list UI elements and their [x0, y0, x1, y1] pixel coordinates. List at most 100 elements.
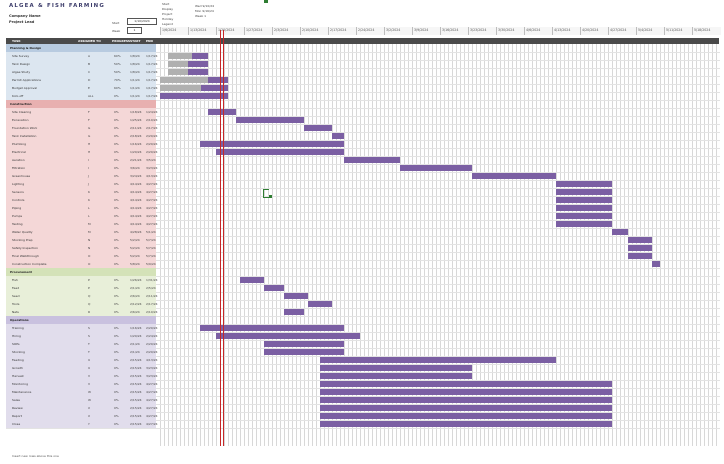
task-bar[interactable]	[160, 93, 228, 99]
task-row[interactable]: Electrical H 0% 1/20/24 2/20/24	[6, 148, 720, 157]
task-row[interactable]: Training S 0% 1/16/24 2/20/24	[6, 324, 720, 333]
task-row[interactable]: Controls K 0% 4/14/24 4/27/24	[6, 196, 720, 205]
task-row[interactable]: Feed P 0% 2/1/24 2/5/24	[6, 284, 720, 293]
task-end-date: 2/17/24	[146, 302, 158, 306]
task-row[interactable]: Water Quality M 0% 4/28/24 5/1/24	[6, 228, 720, 237]
task-bar[interactable]	[556, 221, 612, 227]
task-end-date: 2/10/24	[146, 118, 158, 122]
task-bar[interactable]	[320, 381, 612, 387]
task-bar[interactable]	[320, 357, 556, 363]
cell-cursor[interactable]	[263, 189, 272, 198]
task-row[interactable]: Site Clearing F 0% 1/18/24 1/24/24	[6, 108, 720, 117]
task-row[interactable]: Final Walkthrough O 0% 5/2/24 5/7/24	[6, 252, 720, 261]
task-bar[interactable]	[628, 245, 652, 251]
task-row[interactable]: Report X 0% 2/15/24 4/27/24	[6, 412, 720, 421]
timeline-date: 5/11/2024	[664, 27, 693, 35]
task-bar[interactable]	[320, 397, 612, 403]
task-assignee: W	[88, 390, 91, 394]
task-row[interactable]: SOPs T 0% 2/1/24 2/20/24	[6, 340, 720, 349]
task-bar[interactable]	[216, 149, 344, 155]
section-row[interactable]: Planning & Design	[6, 44, 720, 53]
task-bar[interactable]	[208, 109, 236, 115]
task-row[interactable]: Algae Study C 50% 1/8/24 1/17/24	[6, 68, 720, 77]
task-bar[interactable]	[200, 141, 344, 147]
task-bar[interactable]	[628, 237, 652, 243]
task-bar[interactable]	[320, 373, 472, 379]
section-row[interactable]: Construction	[6, 100, 720, 109]
task-row[interactable]: Permit Applications D 70% 1/1/24 1/17/24	[6, 76, 720, 85]
task-bar[interactable]	[320, 413, 612, 419]
task-row[interactable]: Tools Q 0% 2/12/24 2/17/24	[6, 300, 720, 309]
task-bar[interactable]	[472, 173, 556, 179]
task-bar[interactable]	[264, 285, 284, 291]
task-row[interactable]: Tank Installation G 0% 2/18/24 2/20/24	[6, 132, 720, 141]
task-bar[interactable]	[628, 253, 652, 259]
task-row[interactable]: Close Y 0% 2/15/24 4/27/24	[6, 420, 720, 429]
task-row[interactable]: Filtration I 0% 3/6/24 3/23/24	[6, 164, 720, 173]
task-bar[interactable]	[264, 349, 344, 355]
task-row[interactable]: Stocking T 0% 2/1/24 2/20/24	[6, 348, 720, 357]
task-row[interactable]: Construction Complete O 0% 5/8/24 5/9/24	[6, 260, 720, 269]
task-row[interactable]: Sensors K 0% 4/14/24 4/27/24	[6, 188, 720, 197]
task-name: Stocking	[12, 350, 25, 354]
task-bar[interactable]	[556, 213, 612, 219]
task-row[interactable]: Piping L 0% 4/14/24 4/27/24	[6, 204, 720, 213]
task-row[interactable]: Stocking Prep N 0% 5/2/24 5/7/24	[6, 236, 720, 245]
task-bar[interactable]	[320, 405, 612, 411]
task-bar[interactable]	[320, 421, 612, 427]
task-bar[interactable]	[400, 165, 472, 171]
task-row[interactable]: Seed Q 0% 2/6/24 2/11/24	[6, 292, 720, 301]
task-bar[interactable]	[612, 229, 628, 235]
task-bar[interactable]	[332, 133, 344, 139]
task-row[interactable]: Pumps L 0% 4/14/24 4/27/24	[6, 212, 720, 221]
task-row[interactable]: Feeding U 0% 2/15/24 4/13/24	[6, 356, 720, 365]
task-bar[interactable]	[556, 205, 612, 211]
section-row[interactable]: Procurement	[6, 268, 720, 277]
task-bar[interactable]	[304, 125, 332, 131]
task-row[interactable]: Plumbing H 0% 1/16/24 2/20/24	[6, 140, 720, 149]
row-info: Hiring S 0% 1/20/24 2/24/24	[6, 332, 158, 340]
task-row[interactable]: Maintenance W 0% 2/15/24 4/27/24	[6, 388, 720, 397]
task-bar[interactable]	[216, 333, 360, 339]
task-bar[interactable]	[240, 277, 264, 283]
task-row[interactable]: Lighting J 0% 4/14/24 4/27/24	[6, 180, 720, 189]
task-row[interactable]: Growth U 0% 2/15/24 3/23/24	[6, 364, 720, 373]
task-bar[interactable]	[556, 197, 612, 203]
task-row[interactable]: Monitoring V 0% 2/15/24 4/27/24	[6, 380, 720, 389]
task-row[interactable]: Fish P 0% 1/26/24 1/31/24	[6, 276, 720, 285]
task-bar[interactable]	[320, 365, 472, 371]
task-bar[interactable]	[652, 261, 660, 267]
task-row[interactable]: Excavation F 0% 1/25/24 2/10/24	[6, 116, 720, 125]
task-bar[interactable]	[284, 293, 308, 299]
task-row[interactable]: Budget Approval E 60% 1/1/24 1/17/24	[6, 84, 720, 93]
task-row[interactable]: Foundation Work G 0% 2/11/24 2/17/24	[6, 124, 720, 133]
task-row[interactable]: Tank Design B 50% 1/8/24 1/17/24	[6, 60, 720, 69]
task-bar[interactable]	[236, 117, 304, 123]
task-bar[interactable]	[168, 61, 208, 67]
task-row[interactable]: Hiring S 0% 1/20/24 2/24/24	[6, 332, 720, 341]
task-row[interactable]: Testing M 0% 4/14/24 4/27/24	[6, 220, 720, 229]
task-row[interactable]: Harvest V 0% 2/15/24 3/23/24	[6, 372, 720, 381]
task-row[interactable]: Sales W 0% 2/15/24 4/27/24	[6, 396, 720, 405]
task-bar[interactable]	[556, 189, 612, 195]
task-row[interactable]: Site Survey A 60% 1/8/24 1/17/24	[6, 52, 720, 61]
task-row[interactable]: Aeration I 0% 2/21/24 3/5/24	[6, 156, 720, 165]
task-bar[interactable]	[308, 301, 332, 307]
display-week-input[interactable]: 1	[127, 27, 142, 34]
project-start-input[interactable]: 1/10/2024	[127, 18, 157, 25]
section-row[interactable]: Operations	[6, 316, 720, 325]
task-row[interactable]: Review X 0% 2/15/24 4/27/24	[6, 404, 720, 413]
task-bar[interactable]	[344, 157, 400, 163]
task-bar[interactable]	[168, 69, 208, 75]
task-row[interactable]: Greenhouse J 0% 3/24/24 4/13/24	[6, 172, 720, 181]
task-row[interactable]: Nets R 0% 2/6/24 2/10/24	[6, 308, 720, 317]
task-row[interactable]: Safety Inspection N 0% 5/2/24 5/7/24	[6, 244, 720, 253]
task-progress: 60%	[114, 86, 121, 90]
task-bar[interactable]	[320, 389, 612, 395]
task-row[interactable]: Kick-off ALL 0% 1/1/24 1/17/24	[6, 92, 720, 101]
task-bar[interactable]	[556, 181, 612, 187]
row-info: Site Survey A 60% 1/8/24 1/17/24	[6, 52, 158, 60]
task-bar[interactable]	[284, 309, 304, 315]
task-bar[interactable]	[200, 325, 344, 331]
task-bar[interactable]	[264, 341, 344, 347]
